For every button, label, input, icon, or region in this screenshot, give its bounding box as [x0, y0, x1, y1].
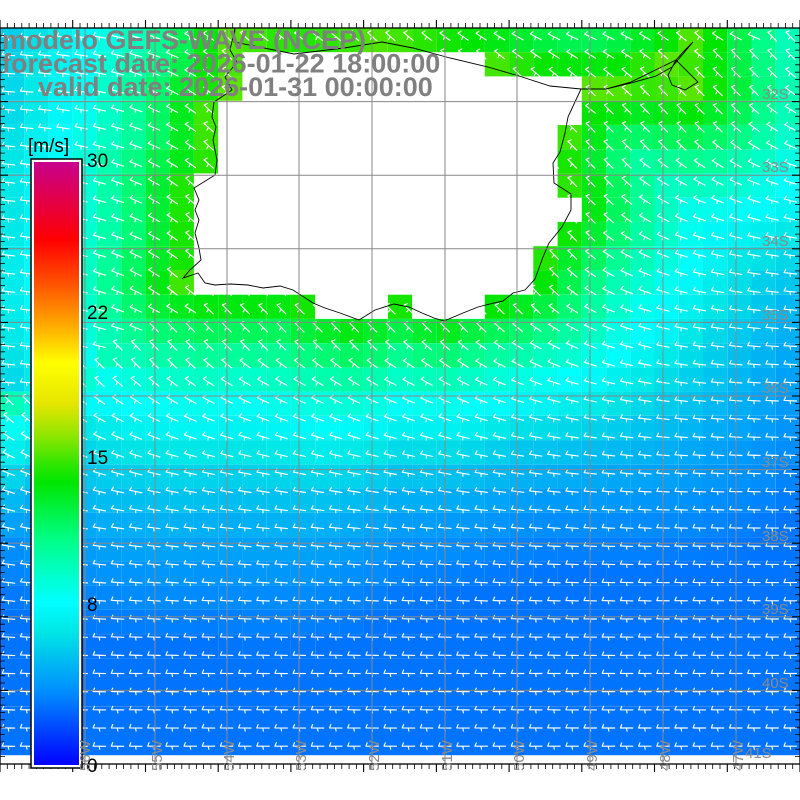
- svg-text:41S: 41S: [745, 745, 772, 762]
- svg-text:22: 22: [87, 303, 108, 324]
- svg-text:32S: 32S: [762, 86, 789, 103]
- svg-text:40S: 40S: [762, 675, 789, 692]
- svg-text:8: 8: [87, 595, 98, 616]
- svg-text:52W: 52W: [366, 739, 383, 771]
- svg-text:49W: 49W: [584, 739, 601, 771]
- svg-text:36S: 36S: [762, 380, 789, 397]
- svg-text:38S: 38S: [762, 528, 789, 545]
- svg-text:53W: 53W: [293, 739, 310, 771]
- svg-text:15: 15: [87, 448, 108, 469]
- svg-text:47W: 47W: [730, 739, 747, 771]
- svg-text:50W: 50W: [511, 739, 528, 771]
- svg-text:34S: 34S: [762, 233, 789, 250]
- svg-text:30: 30: [87, 151, 108, 172]
- svg-text:37S: 37S: [762, 454, 789, 471]
- svg-text:51W: 51W: [439, 739, 456, 771]
- svg-text:33S: 33S: [762, 159, 789, 176]
- svg-text:48W: 48W: [657, 739, 674, 771]
- svg-text:valid date: 2026-01-31 00:00:0: valid date: 2026-01-31 00:00:00: [38, 72, 433, 102]
- svg-text:54W: 54W: [221, 739, 238, 771]
- svg-text:[m/s]: [m/s]: [28, 136, 69, 157]
- svg-text:39S: 39S: [762, 601, 789, 618]
- svg-text:35S: 35S: [762, 307, 789, 324]
- svg-text:56W: 56W: [77, 739, 94, 771]
- svg-text:55W: 55W: [149, 739, 166, 771]
